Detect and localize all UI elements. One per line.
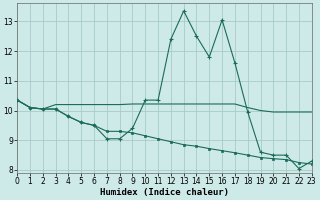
X-axis label: Humidex (Indice chaleur): Humidex (Indice chaleur) [100, 188, 229, 197]
